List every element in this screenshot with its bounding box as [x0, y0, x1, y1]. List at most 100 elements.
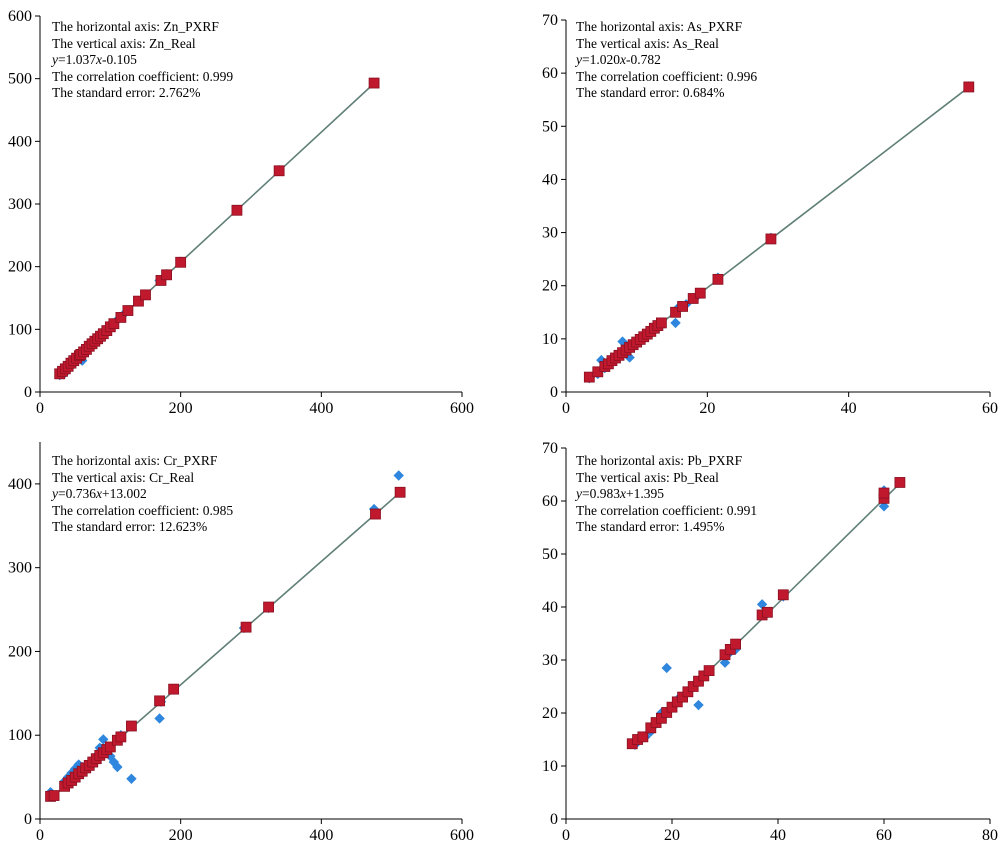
data-point-square — [115, 731, 127, 743]
data-point-square — [48, 790, 60, 801]
data-point-square — [273, 165, 285, 177]
y-tick-label: 50 — [542, 118, 558, 135]
y-tick-label: 70 — [542, 12, 558, 29]
annotation-box-zn: The horizontal axis: Zn_PXRF The vertica… — [52, 19, 233, 102]
data-point-diamond — [661, 662, 672, 674]
annotation-correlation: The correlation coefficient: 0.996 — [576, 68, 758, 84]
y-tick-label: 50 — [542, 546, 558, 563]
y-tick-label: 30 — [542, 225, 558, 242]
x-tick-label: 20 — [699, 400, 715, 417]
annotation-equation: y=1.037x-0.105 — [52, 52, 137, 67]
data-point-square — [637, 731, 649, 743]
x-tick-label: 200 — [169, 400, 193, 417]
data-point-square — [263, 601, 274, 613]
data-point-square — [703, 665, 715, 676]
y-tick-label: 20 — [542, 278, 558, 295]
data-point-square — [777, 589, 789, 601]
data-point-diamond — [756, 599, 768, 610]
chart-panel-cr: 0 200 400 600 0 100 200 300 400 The horizontal a… — [8, 442, 474, 844]
x-tick-label: 600 — [450, 827, 474, 844]
data-point-square — [154, 695, 165, 707]
data-point-diamond — [126, 773, 137, 784]
annotation-v-axis: The vertical axis: Zn_Real — [52, 35, 196, 51]
annotation-box-pb: The horizontal axis: Pb_PXRF The vertica… — [576, 453, 757, 536]
data-point-square — [694, 287, 706, 299]
x-tick-label: 60 — [982, 400, 998, 417]
data-point-square — [878, 487, 890, 499]
data-point-square — [762, 606, 773, 618]
annotation-v-axis: The vertical axis: Pb_Real — [576, 469, 719, 485]
data-point-square — [126, 720, 137, 732]
chart-svg-zn: 0 200 400 600 0 100 200 300 400 500 600 — [8, 8, 474, 417]
data-point-square — [394, 486, 406, 498]
data-point-square — [175, 256, 187, 268]
annotation-standard-error: The standard error: 0.684% — [576, 85, 725, 100]
annotation-h-axis: The horizontal axis: Zn_PXRF — [52, 19, 219, 34]
annotation-equation: y=0.736x+13.002 — [52, 486, 147, 501]
data-point-square — [115, 312, 127, 323]
data-point-square — [730, 638, 741, 650]
y-tick-label: 300 — [8, 560, 32, 577]
data-point-diamond — [154, 713, 165, 724]
data-point-square — [656, 317, 667, 329]
annotation-box-as: The horizontal axis: As_PXRF The vertica… — [576, 19, 757, 102]
y-tick-label: 400 — [8, 476, 32, 493]
data-point-square — [712, 273, 724, 285]
y-tick-label: 60 — [542, 493, 558, 510]
x-tick-label: 20 — [664, 827, 680, 844]
y-tick-label: 40 — [542, 171, 558, 188]
x-tick-label: 0 — [36, 827, 44, 844]
data-point-square — [155, 275, 167, 286]
data-point-square — [765, 233, 777, 245]
chart-svg-cr: 0 200 400 600 0 100 200 300 400 — [8, 442, 474, 844]
annotation-v-axis: The vertical axis: Cr_Real — [52, 469, 195, 485]
annotation-standard-error: The standard error: 12.623% — [52, 519, 208, 534]
y-tick-label: 200 — [8, 643, 32, 660]
data-point-square — [168, 683, 180, 695]
data-point-square — [670, 306, 681, 318]
x-tick-label: 80 — [982, 827, 998, 844]
data-point-diamond — [693, 699, 704, 711]
data-point-square — [122, 305, 134, 316]
data-point-square — [161, 269, 173, 281]
y-tick-label: 600 — [8, 8, 32, 25]
y-tick-label: 500 — [8, 71, 32, 88]
y-tick-label: 0 — [550, 384, 558, 401]
annotation-correlation: The correlation coefficient: 0.991 — [576, 502, 758, 518]
data-point-diamond — [596, 354, 607, 366]
data-point-diamond — [112, 761, 123, 773]
y-tick-label: 60 — [542, 65, 558, 82]
annotation-equation: y=1.020x-0.782 — [576, 52, 661, 67]
x-tick-label: 200 — [169, 827, 193, 844]
data-point-square — [104, 741, 116, 753]
chart-panel-zn: 0 200 400 600 0 100 200 300 400 500 600 The horizo… — [0, 0, 500, 425]
y-tick-label: 10 — [542, 331, 558, 348]
y-tick-label: 70 — [542, 440, 558, 457]
x-tick-label: 0 — [562, 827, 570, 844]
data-point-square — [240, 621, 252, 633]
x-tick-label: 0 — [562, 400, 570, 417]
annotation-h-axis: The horizontal axis: Cr_PXRF — [52, 453, 218, 468]
y-tick-label: 10 — [542, 758, 558, 775]
data-point-diamond — [393, 470, 404, 481]
data-point-square — [894, 477, 906, 488]
y-tick-label: 100 — [8, 321, 32, 338]
x-tick-label: 0 — [36, 400, 44, 417]
data-point-square — [133, 295, 144, 307]
y-tick-label: 400 — [8, 133, 32, 150]
annotation-h-axis: The horizontal axis: As_PXRF — [576, 19, 743, 34]
annotation-v-axis: The vertical axis: As_Real — [576, 35, 719, 51]
y-tick-label: 0 — [550, 811, 558, 828]
annotation-h-axis: The horizontal axis: Pb_PXRF — [576, 453, 743, 468]
y-tick-label: 0 — [24, 384, 32, 401]
y-tick-label: 20 — [542, 705, 558, 722]
annotation-correlation: The correlation coefficient: 0.985 — [52, 502, 234, 518]
x-tick-label: 60 — [876, 827, 892, 844]
data-point-diamond — [670, 317, 681, 329]
annotation-equation: y=0.983x+1.395 — [576, 486, 664, 501]
y-tick-label: 0 — [24, 811, 32, 828]
data-point-square — [231, 204, 243, 216]
annotation-standard-error: The standard error: 1.495% — [576, 519, 725, 534]
annotation-correlation: The correlation coefficient: 0.999 — [52, 68, 234, 84]
